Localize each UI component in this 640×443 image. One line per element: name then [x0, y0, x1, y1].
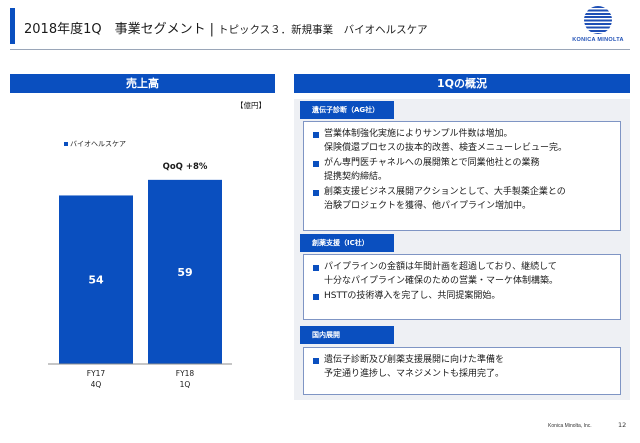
overview-panel-title: 1Qの概況 [294, 74, 630, 93]
bar [148, 179, 222, 364]
bullet-line: 営業体制強化実施によりサンプル件数は増加。 [324, 129, 513, 139]
section-label-drug-discovery: 創薬支援（IC社） [300, 234, 394, 252]
bullet-line: パイプラインの金額は年間計画を超過しており、継続して [324, 262, 557, 272]
bullet-line: 治験プロジェクトを獲得、他パイプライン増加中。 [324, 200, 532, 211]
bullet-item: 遺伝子診断及び創薬支援展開に向けた準備を 予定通り進捗し、マネジメントも採用完了… [312, 354, 614, 381]
section-label-genetic-diagnosis: 遺伝子診断（AG社） [300, 101, 394, 119]
x-tick-label: FY18 [176, 369, 195, 378]
page-number: 12 [618, 421, 627, 429]
section-box-drug-discovery: パイプラインの金額は年間計画を超過しており、継続して 十分なパイプライン確保のた… [303, 254, 621, 320]
page-title: 2018年度1Q 事業セグメント | トピックス３．新規事業 バイオヘルスケア [24, 18, 428, 37]
bullet-line: 保険償還プロセスの抜本的改善、検査メニューレビュー完。 [324, 142, 568, 153]
x-tick-label: FY17 [87, 369, 106, 378]
bar-value-label: 59 [177, 266, 192, 279]
bullet-line: 提携契約締結。 [324, 171, 388, 182]
bullet-item: がん専門医チャネルへの展開策とで同業他社との業務 提携契約締結。 [312, 157, 614, 184]
x-tick-label: 4Q [91, 380, 102, 389]
legend-swatch [64, 142, 68, 146]
bullet-line: 遺伝子診断及び創薬支援展開に向けた準備を [324, 355, 505, 365]
sales-panel-title: 売上高 [10, 74, 275, 93]
header-divider [10, 49, 630, 50]
section-label-domestic: 国内展開 [300, 326, 394, 344]
bullet-line: HSTTの技術導入を完了し、共同提案開始。 [324, 291, 501, 301]
chart-unit-label: 【億円】 [236, 101, 266, 110]
bar [59, 195, 133, 364]
bullet-line: がん専門医チャネルへの展開策とで同業他社との業務 [324, 158, 540, 168]
bullet-item: HSTTの技術導入を完了し、共同提案開始。 [312, 290, 614, 304]
section-box-domestic: 遺伝子診断及び創薬支援展開に向けた準備を 予定通り進捗し、マネジメントも採用完了… [303, 347, 621, 395]
page-subtitle: トピックス３．新規事業 バイオヘルスケア [217, 24, 428, 36]
section-box-genetic-diagnosis: 営業体制強化実施によりサンプル件数は増加。 保険償還プロセスの抜本的改善、検査メ… [303, 121, 621, 231]
header-accent-bar [10, 8, 15, 44]
title-separator: | [209, 22, 214, 37]
page-title-main: 2018年度1Q 事業セグメント [24, 22, 206, 37]
bullet-line: 創薬支援ビジネス展開アクションとして、大手製薬企業との [324, 187, 566, 197]
x-tick-label: 1Q [180, 380, 191, 389]
bar-value-label: 54 [88, 274, 104, 287]
legend-label: バイオヘルスケア [70, 140, 126, 148]
logo-text: KONICA MINOLTA [572, 37, 624, 43]
bullet-item: 創薬支援ビジネス展開アクションとして、大手製薬企業との 治験プロジェクトを獲得、… [312, 186, 614, 213]
konica-minolta-globe-icon [584, 6, 612, 34]
bullet-item: 営業体制強化実施によりサンプル件数は増加。 保険償還プロセスの抜本的改善、検査メ… [312, 128, 614, 155]
bullet-line: 十分なパイプライン確保のための営業・マーケ体制構築。 [324, 275, 559, 286]
qoq-annotation: QoQ +8% [163, 162, 208, 172]
logo: KONICA MINOLTA [566, 6, 630, 46]
bullet-item: パイプラインの金額は年間計画を超過しており、継続して 十分なパイプライン確保のた… [312, 261, 614, 288]
footer-brand: Konica Minolta, Inc. [548, 423, 592, 429]
bullet-line: 予定通り進捗し、マネジメントも採用完了。 [324, 368, 505, 379]
chart-legend: バイオヘルスケア [64, 139, 126, 149]
